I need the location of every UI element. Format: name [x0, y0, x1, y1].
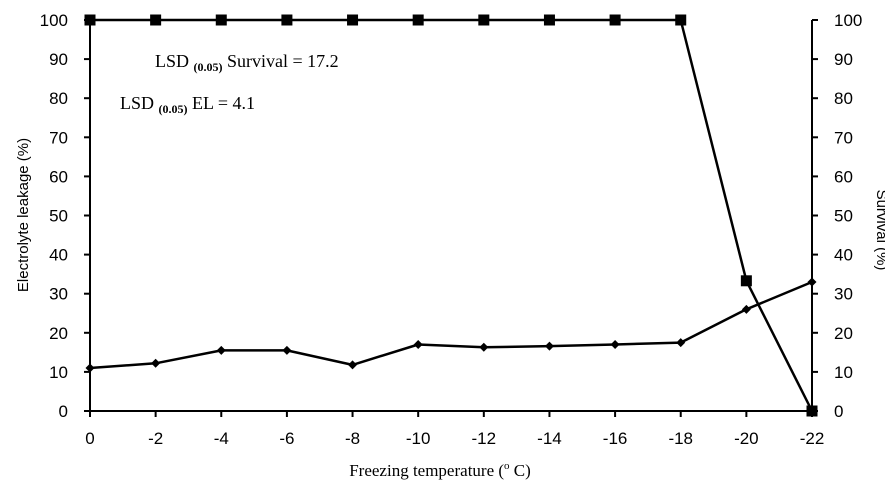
y-left-tick-label: 10 — [49, 363, 68, 382]
series-survival-point — [740, 275, 752, 287]
y-left-tick-label: 30 — [49, 285, 68, 304]
x-tick-label: -4 — [214, 429, 229, 448]
y-left-tick-label: 20 — [49, 324, 68, 343]
y-right-tick-label: 30 — [834, 285, 853, 304]
series-el-point — [741, 304, 751, 314]
series-el-point — [282, 345, 292, 355]
series-survival-point — [543, 14, 555, 26]
series-survival-line — [90, 18, 814, 412]
x-tick-label: -6 — [279, 429, 294, 448]
series-el-point — [610, 340, 620, 350]
x-tick-label: -22 — [800, 429, 825, 448]
series-survival-point — [347, 14, 359, 26]
series-el-point — [413, 340, 423, 350]
series-el-point — [85, 363, 95, 373]
x-tick-label: 0 — [85, 429, 94, 448]
series-el-point — [676, 338, 686, 348]
y-left-tick-label: 70 — [49, 128, 68, 147]
series-survival-point — [478, 14, 490, 26]
y-right-tick-label: 90 — [834, 50, 853, 69]
y-left-tick-label: 90 — [49, 50, 68, 69]
series-el-point — [544, 341, 554, 351]
y-right-tick-label: 0 — [834, 402, 843, 421]
x-tick-label: -20 — [734, 429, 759, 448]
series-el-point — [479, 342, 489, 352]
y-axis-right-label: Survival (%) — [873, 190, 885, 271]
series-survival — [84, 14, 818, 417]
y-right-tick-label: 10 — [834, 363, 853, 382]
y-right-tick-label: 80 — [834, 89, 853, 108]
series-el — [85, 277, 817, 373]
series-survival-point — [281, 14, 293, 26]
x-tick-label: -8 — [345, 429, 360, 448]
series-survival-point — [806, 405, 818, 417]
y-left-tick-label: 80 — [49, 89, 68, 108]
series-el-line — [89, 280, 813, 370]
series-el-point — [348, 360, 358, 370]
annotation-lsd-el: LSD (0.05) EL = 4.1 — [120, 93, 255, 116]
y-right-tick-label: 70 — [834, 128, 853, 147]
y-left-tick-label: 0 — [59, 402, 68, 421]
series-survival-point — [675, 14, 687, 26]
y-right-tick-label: 60 — [834, 167, 853, 186]
series-el-point — [216, 345, 226, 355]
y-left-tick-label: 40 — [49, 246, 68, 265]
y-left-tick-label: 50 — [49, 207, 68, 226]
series-survival-point — [609, 14, 621, 26]
series-layer — [84, 14, 818, 417]
y-right-tick-label: 100 — [834, 11, 862, 30]
series-survival-point — [412, 14, 424, 26]
x-tick-label: -10 — [406, 429, 431, 448]
y-left-tick-label: 100 — [40, 11, 68, 30]
annotation-lsd-survival: LSD (0.05) Survival = 17.2 — [155, 51, 339, 74]
x-axis-label: Freezing temperature (o C) — [349, 460, 531, 480]
series-survival-point — [84, 14, 96, 26]
y-axis-left-label: Electrolyte leakage (%) — [15, 138, 32, 292]
y-right-tick-label: 40 — [834, 246, 853, 265]
x-tick-label: -2 — [148, 429, 163, 448]
x-tick-label: -12 — [472, 429, 497, 448]
y-right-tick-label: 50 — [834, 207, 853, 226]
series-el-point — [807, 277, 817, 287]
x-tick-label: -18 — [668, 429, 693, 448]
series-survival-point — [150, 14, 162, 26]
series-el-point — [151, 358, 161, 368]
x-tick-label: -14 — [537, 429, 562, 448]
y-left-tick-label: 60 — [49, 167, 68, 186]
y-right-tick-label: 20 — [834, 324, 853, 343]
series-survival-point — [215, 14, 227, 26]
x-tick-label: -16 — [603, 429, 628, 448]
